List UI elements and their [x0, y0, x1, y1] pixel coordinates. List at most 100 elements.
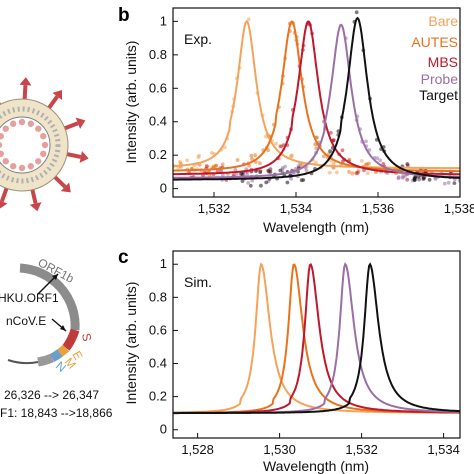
axis-ticks-c: 1,528 1,530 1,532 1,534 0 0.2 0.4 0.6 0.8 1 — [149, 256, 460, 457]
spike-head — [60, 182, 71, 193]
capsid-bead — [9, 120, 17, 127]
capsid-bead — [35, 125, 42, 132]
plot-frame-c — [172, 250, 461, 439]
data-point-autes — [220, 162, 225, 167]
genome-range-1: 26,326 --> 26,347 — [4, 388, 99, 402]
x-tick-label: 1,532 — [345, 442, 378, 457]
data-point-autes — [322, 154, 326, 159]
data-point-bare — [335, 170, 339, 175]
genome-ring-n — [37, 353, 54, 367]
capsid-bead — [18, 118, 26, 126]
x-tick-label: 1,528 — [181, 442, 214, 457]
y-tick-label: 0.6 — [149, 80, 167, 95]
x-axis-label-c: Wavelength (nm) — [263, 458, 369, 474]
data-point-target — [413, 175, 418, 179]
data-point-target — [421, 177, 426, 181]
data-point-probe — [442, 181, 447, 186]
legend-entry-autes: AUTES — [411, 34, 458, 50]
data-point-autes — [211, 164, 216, 169]
virus-illustration — [0, 77, 89, 212]
data-point-bare — [222, 145, 227, 150]
spike-head — [79, 151, 89, 163]
legend-entry-bare: Bare — [428, 13, 458, 29]
data-point-autes — [258, 161, 262, 166]
data-point-probe — [446, 180, 451, 185]
spike-stem — [30, 187, 38, 204]
data-point-autes — [313, 142, 318, 147]
data-point-target — [465, 171, 469, 175]
spike-head — [75, 117, 86, 129]
capsid-bead — [2, 125, 9, 132]
target-label-ncov: nCoV.E — [6, 314, 46, 328]
y-tick-label: 1 — [160, 13, 167, 28]
virus-spikes — [0, 77, 89, 212]
spike-head — [19, 77, 32, 86]
data-point-target — [278, 168, 283, 173]
data-point-target — [268, 170, 273, 174]
spike-stem — [46, 95, 59, 111]
data-point-bare — [185, 158, 189, 163]
genome-range-2: F1: 18,843 -->18,866 — [0, 406, 113, 420]
data-point-probe — [280, 166, 285, 170]
chart-tag-sim: Sim. — [184, 274, 212, 290]
data-point-target — [452, 181, 457, 186]
x-axis-label-b: Wavelength (nm) — [263, 219, 369, 235]
series-line-probe — [173, 262, 460, 414]
data-point-autes — [247, 163, 252, 168]
series-line-bare — [173, 262, 460, 414]
capsid-bead — [0, 132, 4, 140]
data-point-bare — [327, 170, 332, 175]
data-point-target — [466, 172, 470, 176]
data-point-autes — [347, 170, 351, 174]
x-tick-label: 1,536 — [362, 201, 395, 216]
data-point-target — [258, 170, 263, 175]
data-point-target — [240, 179, 245, 184]
legend-entry-probe: Probe — [421, 71, 459, 87]
data-point-probe — [246, 181, 251, 185]
y-axis-label-b: Intensity (arb. units) — [123, 41, 139, 164]
genome-ring: ORF1b S E M N HKU.ORF1 nCoV.E 26,326 -->… — [0, 255, 113, 420]
data-point-bare — [350, 171, 355, 176]
capsid-bead — [18, 164, 26, 172]
data-point-bare — [365, 171, 370, 176]
data-point-mbs — [328, 131, 333, 135]
series-line-target — [173, 262, 460, 415]
x-tick-label: 1,534 — [427, 442, 460, 457]
x-tick-label: 1,534 — [280, 201, 313, 216]
data-point-target — [470, 183, 474, 187]
series-line-target — [173, 16, 460, 181]
data-point-bare — [246, 17, 251, 22]
data-point-probe — [233, 167, 238, 172]
data-point-target — [328, 149, 332, 154]
data-point-autes — [250, 157, 254, 161]
legend-entry-target: Target — [419, 87, 458, 103]
spike-stem — [64, 151, 82, 159]
spike-stem — [22, 84, 28, 102]
spike-stem — [62, 121, 79, 131]
data-point-bare — [289, 153, 294, 158]
y-tick-label: 1 — [160, 256, 167, 271]
y-tick-label: 0 — [160, 181, 167, 196]
virus-capsids — [0, 118, 49, 172]
data-point-target — [427, 177, 432, 182]
series-line-autes — [173, 263, 460, 414]
spike-stem — [52, 174, 67, 189]
series-line-bare — [173, 19, 460, 170]
experimental-fit-lines — [173, 16, 460, 181]
x-tick-label: 1,538 — [444, 201, 474, 216]
data-point-autes — [235, 158, 240, 162]
capsid-bead — [35, 158, 42, 165]
data-point-probe — [289, 176, 293, 181]
data-point-probe — [234, 172, 239, 176]
data-point-bare — [274, 141, 278, 146]
data-point-autes — [249, 153, 254, 158]
data-point-probe — [364, 139, 368, 144]
capsid-bead — [9, 163, 17, 170]
spike-head — [52, 89, 63, 100]
y-tick-label: 0 — [160, 422, 167, 437]
y-tick-label: 0.4 — [149, 114, 167, 129]
data-point-mbs — [405, 177, 410, 182]
capsid-bead — [41, 141, 49, 149]
